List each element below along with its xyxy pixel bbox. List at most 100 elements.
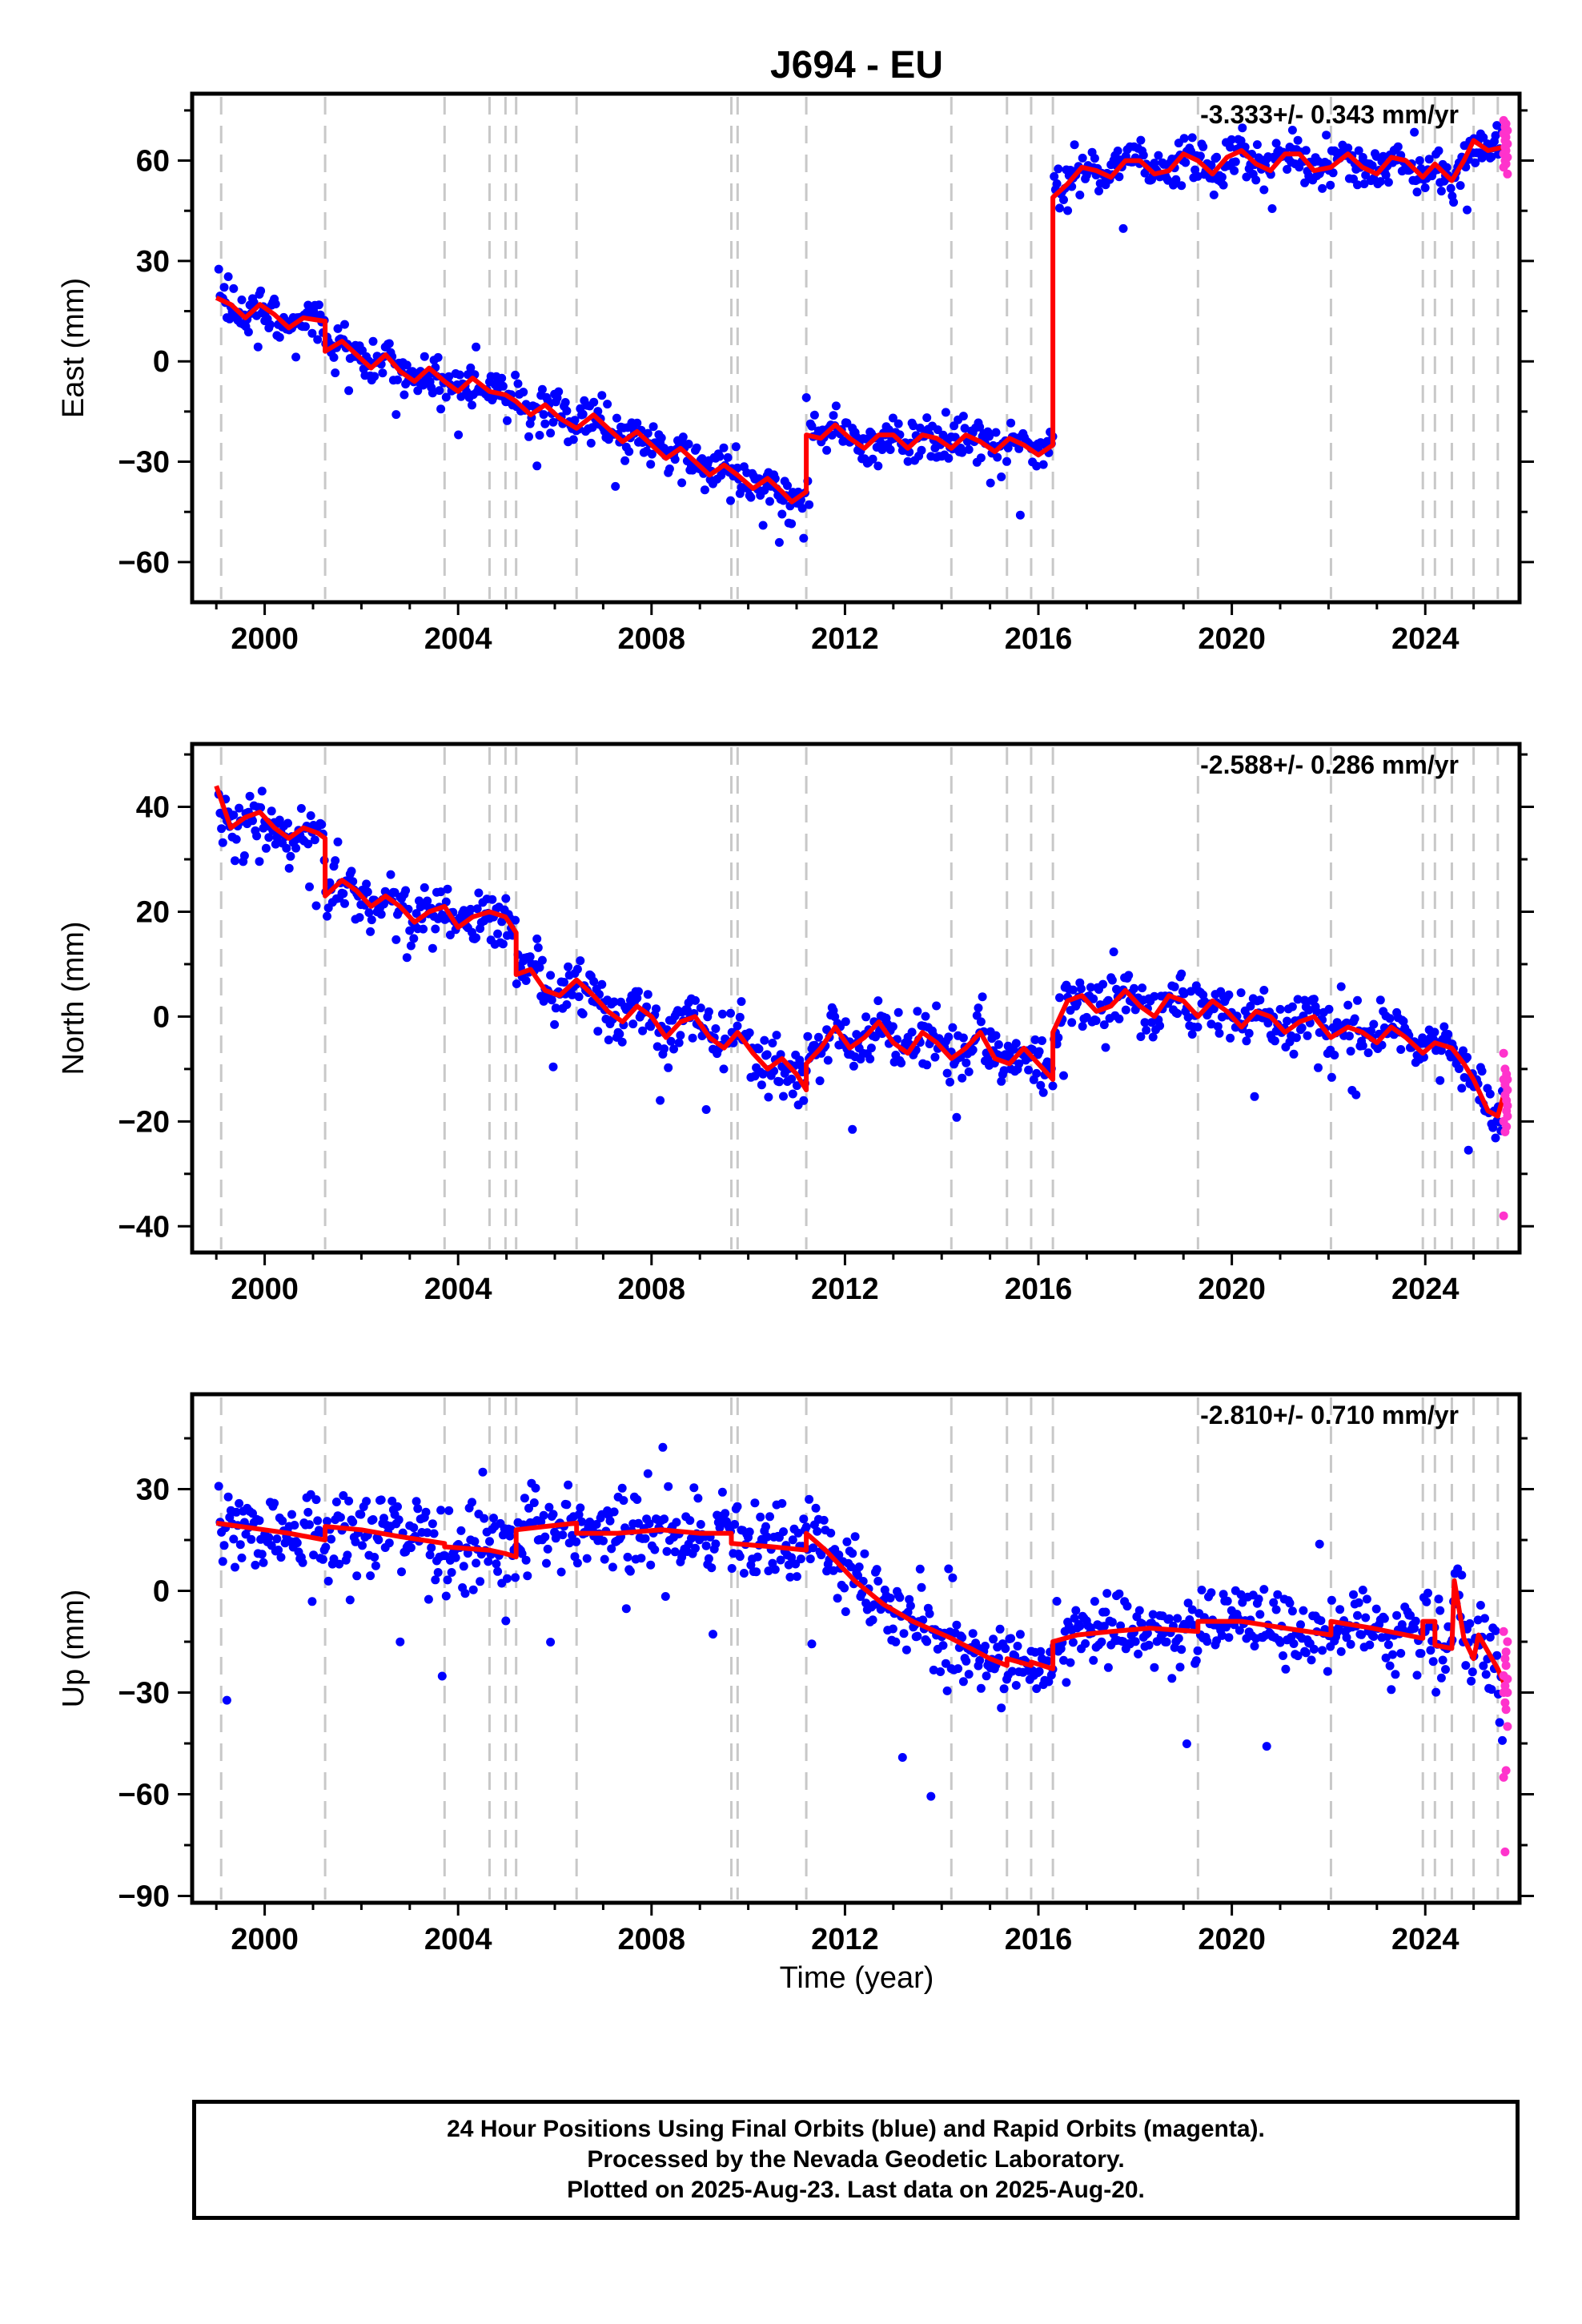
up-data-point xyxy=(850,1532,860,1542)
up-data-point xyxy=(1431,1687,1441,1697)
east-data-point xyxy=(917,445,926,455)
north-data-point xyxy=(311,901,321,911)
north-data-point xyxy=(974,1003,983,1013)
up-data-point xyxy=(370,1553,379,1562)
up-data-point xyxy=(809,1543,818,1553)
up-data-point xyxy=(437,1671,447,1681)
up-plot-frame xyxy=(190,1392,1522,1905)
up-data-point xyxy=(1349,1590,1358,1599)
north-data-point xyxy=(745,1028,754,1038)
north-data-point xyxy=(1103,995,1113,1005)
north-data-point xyxy=(1098,979,1108,989)
east-data-point xyxy=(229,283,239,293)
east-x-tick-label: 2020 xyxy=(1198,622,1266,656)
up-data-point xyxy=(485,1537,494,1546)
north-data-point xyxy=(231,856,239,866)
east-data-point xyxy=(400,390,409,400)
east-data-point xyxy=(1456,181,1465,191)
up-data-point xyxy=(368,1515,378,1524)
north-data-point xyxy=(997,1076,1006,1086)
up-data-point xyxy=(1435,1606,1445,1615)
up-rapid-point xyxy=(1500,1848,1510,1856)
up-data-point xyxy=(1406,1610,1415,1620)
north-x-tick-label: 2004 xyxy=(424,1273,492,1306)
east-data-point xyxy=(331,368,340,378)
north-data-point xyxy=(488,895,497,904)
north-data-point xyxy=(893,1007,903,1017)
east-data-point xyxy=(537,384,547,394)
east-data-point xyxy=(532,461,542,471)
up-data-point xyxy=(1383,1640,1393,1650)
north-data-point xyxy=(355,913,364,923)
up-data-point xyxy=(274,1546,283,1554)
up-data-point xyxy=(1434,1594,1443,1604)
north-data-point xyxy=(760,1035,769,1045)
north-data-point xyxy=(803,1031,813,1041)
up-data-point xyxy=(948,1573,958,1582)
north-data-point xyxy=(1246,1001,1255,1011)
up-data-point xyxy=(693,1494,703,1503)
up-data-point xyxy=(1238,1598,1247,1607)
east-data-point xyxy=(1379,151,1388,161)
up-data-point xyxy=(1391,1670,1400,1679)
up-data-point xyxy=(358,1541,367,1550)
north-data-point xyxy=(726,1008,735,1018)
north-data-point xyxy=(537,955,547,965)
north-data-point xyxy=(841,1017,850,1027)
up-data-point xyxy=(1369,1632,1379,1641)
up-data-point xyxy=(1371,1604,1381,1614)
up-data-point xyxy=(409,1523,419,1533)
up-data-point xyxy=(379,1514,388,1523)
north-data-point xyxy=(325,878,335,887)
up-data-point xyxy=(476,1577,485,1586)
east-data-point xyxy=(958,412,968,421)
up-data-point xyxy=(1307,1655,1316,1665)
up-data-point xyxy=(860,1549,869,1558)
east-data-point xyxy=(697,454,707,464)
east-data-point xyxy=(868,454,877,464)
north-data-point xyxy=(261,843,271,853)
east-data-point xyxy=(291,352,301,362)
up-data-point xyxy=(1102,1589,1112,1598)
up-data-point xyxy=(1103,1663,1113,1672)
east-equipment-breaks xyxy=(219,97,1500,599)
north-data-point xyxy=(1289,1049,1299,1059)
up-data-point xyxy=(219,1541,229,1550)
east-data-point xyxy=(393,375,402,384)
east-data-point xyxy=(1283,165,1292,174)
up-data-point xyxy=(562,1500,572,1510)
east-data-point xyxy=(333,324,343,333)
east-panel: 2000 2004 2008 2012 2016 2020 2024 −60 −30 0 30 60 E… xyxy=(57,91,1534,656)
up-data-point xyxy=(348,1518,358,1526)
up-data-point xyxy=(1182,1739,1191,1748)
up-data-point xyxy=(564,1538,574,1548)
up-data-point xyxy=(507,1525,516,1534)
north-data-point xyxy=(1343,1000,1353,1010)
north-data-point xyxy=(1226,1033,1235,1043)
up-data-point xyxy=(905,1601,915,1610)
up-data-point xyxy=(982,1671,991,1681)
north-data-point xyxy=(1242,1036,1251,1046)
north-data-point xyxy=(1463,1052,1472,1062)
up-data-point xyxy=(1476,1601,1485,1610)
north-data-point xyxy=(873,996,883,1006)
north-data-point xyxy=(964,1067,974,1076)
up-data-point xyxy=(517,1549,527,1558)
east-data-point xyxy=(214,264,223,274)
up-data-point xyxy=(792,1572,801,1582)
north-data-point xyxy=(1124,971,1134,980)
north-data-point xyxy=(609,997,619,1007)
up-x-tick-label: 2000 xyxy=(231,1923,299,1956)
east-data-point xyxy=(1383,178,1393,187)
east-data-point xyxy=(1361,171,1371,180)
up-data-point xyxy=(1358,1586,1367,1594)
up-data-point xyxy=(811,1503,821,1513)
up-data-point xyxy=(1387,1685,1396,1695)
north-data-point xyxy=(968,1045,978,1055)
north-rapid-orbit-points xyxy=(1499,1048,1512,1220)
east-data-point xyxy=(419,380,428,390)
up-data-point xyxy=(936,1667,946,1676)
north-data-point xyxy=(472,933,481,943)
up-data-point xyxy=(1479,1661,1488,1671)
north-data-point xyxy=(664,1063,673,1072)
